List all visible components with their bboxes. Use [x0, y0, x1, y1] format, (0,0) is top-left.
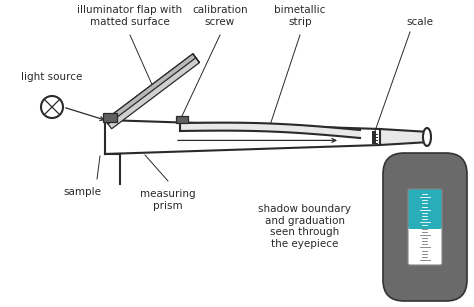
Text: calibration
screw: calibration screw: [192, 6, 248, 27]
Text: scale: scale: [407, 17, 434, 27]
Text: illuminator flap with
matted surface: illuminator flap with matted surface: [77, 6, 182, 27]
Polygon shape: [103, 113, 117, 122]
FancyBboxPatch shape: [408, 223, 442, 265]
Text: bimetallic
strip: bimetallic strip: [274, 6, 326, 27]
FancyBboxPatch shape: [408, 189, 442, 229]
Polygon shape: [105, 54, 196, 124]
Text: measuring
prism: measuring prism: [140, 189, 196, 211]
Polygon shape: [193, 54, 200, 63]
Text: light source: light source: [21, 72, 82, 82]
Text: sample: sample: [63, 187, 101, 197]
Text: shadow boundary
and graduation
seen through
the eyepiece: shadow boundary and graduation seen thro…: [258, 204, 352, 249]
FancyBboxPatch shape: [383, 153, 467, 301]
Ellipse shape: [423, 128, 431, 146]
Polygon shape: [380, 129, 430, 145]
Polygon shape: [176, 116, 188, 123]
Polygon shape: [105, 54, 200, 129]
